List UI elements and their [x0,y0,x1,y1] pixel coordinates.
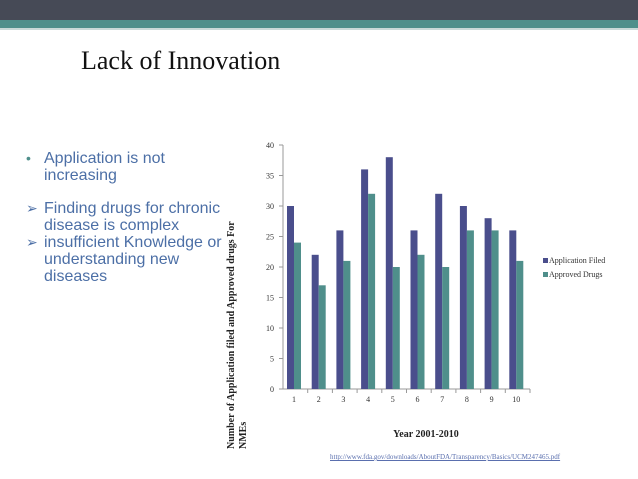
bullet-list: • Application is not increasing ➢ Findin… [26,150,226,285]
bar [392,267,400,389]
bar [368,193,376,389]
x-tick-label: 8 [465,395,469,404]
bar [484,218,492,389]
legend-label: Approved Drugs [549,270,603,279]
x-tick-label: 7 [440,395,444,404]
y-tick-label: 20 [266,263,274,272]
legend-label: Application Filed [549,256,605,265]
bar [318,285,326,389]
bar [459,206,467,389]
top-bar [0,0,638,20]
bullet-text: Application is not increasing [44,150,165,184]
y-tick-label: 35 [266,172,274,181]
bar [294,242,301,389]
accent-bar [0,20,638,28]
y-tick-label: 10 [266,324,274,333]
bar [442,267,450,389]
arrow-bullet-icon: ➢ [26,200,38,216]
bullet-item: ➢ Finding drugs for chronic disease is c… [26,200,226,234]
y-tick-label: 40 [266,141,274,150]
source-link[interactable]: http://www.fda.gov/downloads/AboutFDA/Tr… [330,453,561,461]
bar [287,206,294,389]
y-tick-label: 30 [266,202,274,211]
y-tick-label: 0 [270,385,274,394]
bar [435,193,443,389]
bar [491,230,499,389]
slide-title: Lack of Innovation [81,46,281,75]
bar [343,260,351,389]
y-tick-label: 25 [266,233,274,242]
x-tick-label: 6 [416,395,420,404]
x-tick-label: 2 [317,395,321,404]
bullet-text: Finding drugs for chronic disease is com… [44,200,221,234]
x-tick-label: 9 [490,395,494,404]
bar [509,230,517,389]
x-tick-label: 1 [292,395,296,404]
legend-swatch [543,258,548,263]
x-axis-title: Year 2001-2010 [393,429,459,440]
legend-swatch [543,272,548,277]
bar [361,169,369,389]
bar [417,254,425,389]
y-axis-title: Number of Application filed and Approved… [226,221,249,449]
bar [311,254,319,389]
bar [410,230,418,389]
bar [516,260,524,389]
accent-line [0,28,638,30]
bar [336,230,344,389]
x-tick-label: 3 [341,395,345,404]
arrow-bullet-icon: ➢ [26,234,38,250]
bar [385,157,393,389]
bullet-item: ➢ insufficient Knowledge or understandin… [26,234,226,285]
y-tick-label: 15 [266,294,274,303]
x-tick-label: 5 [391,395,395,404]
bullet-text: insufficient Knowledge or understanding … [44,234,222,285]
bullet-item: • Application is not increasing [26,150,226,184]
bullet-dot-icon: • [26,150,31,166]
bar [466,230,474,389]
x-tick-label: 10 [512,395,520,404]
x-tick-label: 4 [366,395,370,404]
y-tick-label: 5 [270,355,274,364]
